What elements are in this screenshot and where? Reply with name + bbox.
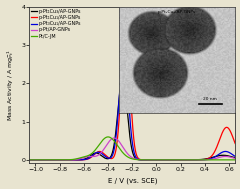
X-axis label: E / V (vs. SCE): E / V (vs. SCE) — [108, 178, 157, 184]
Legend: p-Pt₁Cu₃/AP-GNPs, p-Pt₁Cu₁/AP-GNPs, p-Pt₃Cu₁/AP-GNPs, p-Pt/AP-GNPs, Pt/C-JM: p-Pt₁Cu₃/AP-GNPs, p-Pt₁Cu₁/AP-GNPs, p-Pt… — [31, 8, 82, 39]
Y-axis label: Mass Activity / A mg$^{-1}_{Pt}$: Mass Activity / A mg$^{-1}_{Pt}$ — [5, 49, 16, 121]
